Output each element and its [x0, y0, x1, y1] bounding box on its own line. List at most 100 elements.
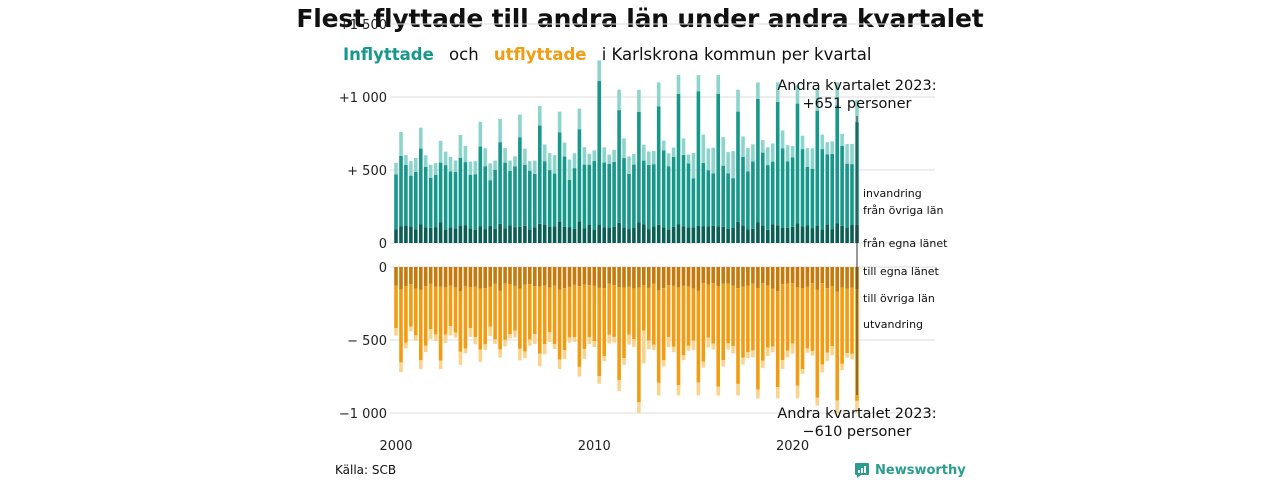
bar-in-invandring [572, 153, 577, 169]
bar-out-utvandring [458, 351, 463, 365]
bar-out-egna [463, 267, 468, 287]
bar-out-egna [805, 267, 810, 287]
bar-out-utvandring [483, 344, 487, 350]
bar-out-egna [458, 267, 463, 291]
bar-out-egna [652, 267, 656, 284]
bar-in-ovriga [399, 155, 403, 227]
bar-out-ovriga [419, 289, 423, 361]
bar-out-utvandring [577, 366, 582, 377]
bar-out-utvandring [686, 345, 691, 351]
bar-out-egna [394, 267, 398, 286]
bar-out-egna [547, 267, 552, 288]
newsworthy-logo-icon [855, 463, 869, 478]
bar-out-ovriga [731, 285, 735, 346]
bar-in-egna [756, 222, 760, 243]
bar-in-ovriga [538, 125, 542, 224]
bar-out-utvandring [632, 339, 636, 348]
bar-in-ovriga [582, 164, 587, 229]
bar-out-ovriga [780, 284, 785, 360]
bar-in-ovriga [840, 146, 844, 226]
bar-out-ovriga [706, 284, 711, 338]
bar-out-egna [790, 267, 795, 284]
bar-in-egna [394, 229, 398, 243]
bar-in-egna [622, 227, 626, 243]
bar-in-invandring [617, 89, 621, 111]
bar-out-egna [597, 267, 601, 288]
bar-out-utvandring [825, 352, 830, 361]
legend-inflyttade: Inflyttade [343, 45, 434, 64]
bar-out-ovriga [691, 288, 696, 341]
bar-out-egna [716, 267, 720, 287]
bar-out-utvandring [647, 340, 651, 350]
bar-out-utvandring [488, 326, 492, 336]
bar-in-invandring [592, 150, 597, 162]
y-tick-label: + 500 [347, 164, 387, 179]
bar-out-ovriga [523, 284, 527, 352]
bar-in-invandring [676, 75, 681, 94]
bar-out-utvandring [562, 350, 567, 359]
bar-in-egna [428, 227, 433, 243]
bar-in-egna [399, 226, 403, 243]
bar-in-ovriga [642, 160, 646, 225]
bar-out-utvandring [463, 348, 468, 354]
bar-in-invandring [587, 153, 592, 165]
bar-out-utvandring [567, 337, 572, 343]
bar-out-egna [775, 267, 780, 292]
bar-in-ovriga [751, 161, 755, 229]
bar-out-utvandring [681, 355, 686, 361]
bar-in-ovriga [438, 162, 443, 223]
bar-out-utvandring [721, 360, 725, 367]
bar-out-ovriga [607, 283, 611, 335]
bar-out-utvandring [602, 356, 606, 362]
bar-out-ovriga [761, 283, 765, 361]
bar-out-utvandring [582, 349, 587, 359]
bar-in-ovriga [830, 153, 834, 230]
bar-in-ovriga [736, 111, 740, 222]
series-label-invandring: invandring [863, 187, 922, 200]
bar-in-invandring [542, 144, 547, 162]
bar-out-ovriga [404, 286, 408, 343]
y-tick-label: 0 [379, 237, 387, 252]
bar-out-utvandring [671, 346, 676, 353]
bar-in-ovriga [686, 163, 691, 228]
bar-out-utvandring [498, 349, 502, 358]
bar-in-invandring [647, 151, 651, 165]
bar-out-ovriga [592, 285, 597, 342]
bar-in-egna [661, 227, 666, 243]
bar-in-egna [552, 226, 557, 243]
bar-out-egna [592, 267, 597, 286]
bar-out-utvandring [503, 339, 507, 347]
bar-out-utvandring [850, 353, 854, 360]
bar-in-ovriga [592, 161, 597, 230]
bar-in-invandring [627, 156, 631, 174]
bar-in-egna [443, 229, 448, 243]
bar-out-ovriga [681, 285, 686, 356]
y-tick-label: +1 000 [339, 91, 387, 106]
bar-out-utvandring [587, 337, 592, 345]
bar-in-invandring [443, 151, 448, 166]
bar-in-invandring [780, 130, 785, 149]
bar-in-invandring [423, 155, 428, 167]
bar-out-ovriga [463, 286, 468, 349]
bar-in-ovriga [810, 168, 815, 229]
bar-out-ovriga [478, 288, 483, 350]
bar-out-utvandring [622, 358, 626, 365]
bar-in-ovriga [785, 161, 790, 228]
bar-out-ovriga [612, 285, 616, 337]
bar-out-ovriga [394, 285, 398, 329]
bar-out-ovriga [711, 283, 715, 344]
bar-out-utvandring [597, 376, 601, 384]
bar-in-egna [681, 226, 686, 243]
bar-out-egna [503, 267, 507, 284]
bar-in-invandring [666, 153, 671, 167]
bar-in-egna [766, 229, 770, 243]
bar-in-ovriga [825, 154, 830, 225]
bar-out-egna [607, 267, 611, 284]
bar-in-ovriga [453, 172, 458, 229]
bar-in-ovriga [701, 162, 706, 227]
bar-out-utvandring [775, 387, 780, 399]
bar-in-invandring [706, 148, 711, 171]
bar-out-egna [830, 267, 834, 286]
bar-in-ovriga [632, 164, 636, 228]
bar-out-utvandring [523, 351, 527, 358]
